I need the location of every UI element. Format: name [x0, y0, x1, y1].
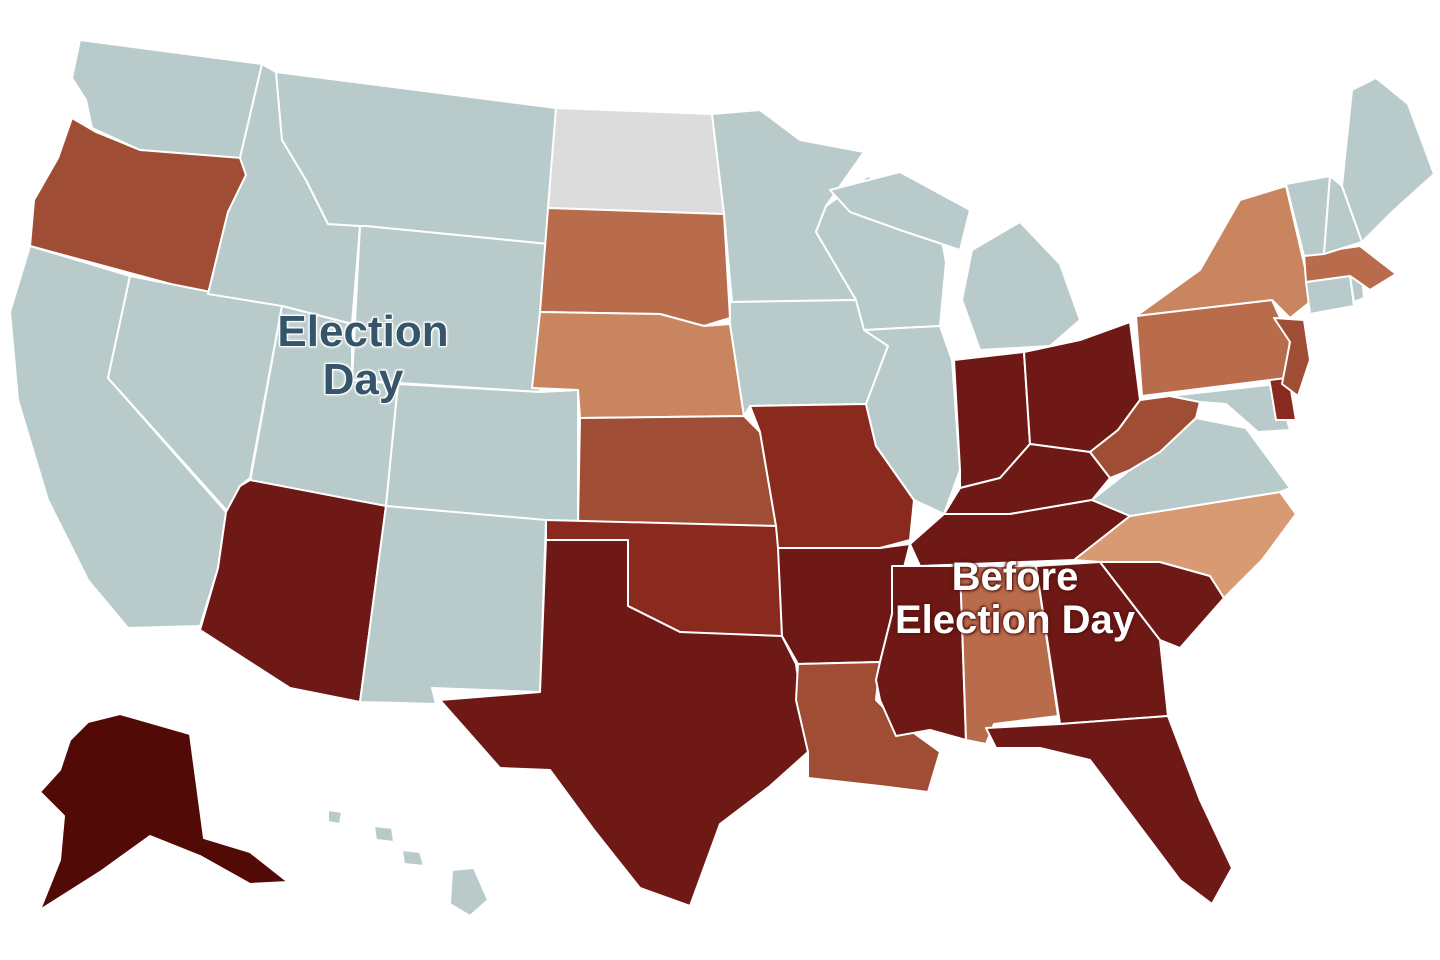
state-wv: [1089, 395, 1201, 479]
state-sd: [539, 207, 731, 327]
before-election-day-label: Before Election Day: [894, 555, 1136, 643]
state-mi: [829, 171, 1081, 351]
state-ak: [39, 713, 289, 911]
state-ks: [577, 415, 777, 527]
state-me: [1341, 77, 1435, 243]
state-nj: [1273, 317, 1311, 397]
state-ma: [1303, 245, 1397, 291]
state-tx: [439, 539, 809, 907]
state-az: [199, 479, 387, 703]
state-pa: [1135, 299, 1291, 397]
election-day-label: Election Day: [277, 307, 449, 404]
state-nm: [359, 505, 547, 705]
state-ga: [1035, 561, 1169, 725]
state-il: [863, 325, 961, 515]
state-co: [385, 383, 579, 525]
state-nd: [547, 107, 725, 215]
state-hi: [327, 809, 489, 917]
state-ny: [1135, 185, 1311, 319]
state-fl: [985, 715, 1233, 905]
